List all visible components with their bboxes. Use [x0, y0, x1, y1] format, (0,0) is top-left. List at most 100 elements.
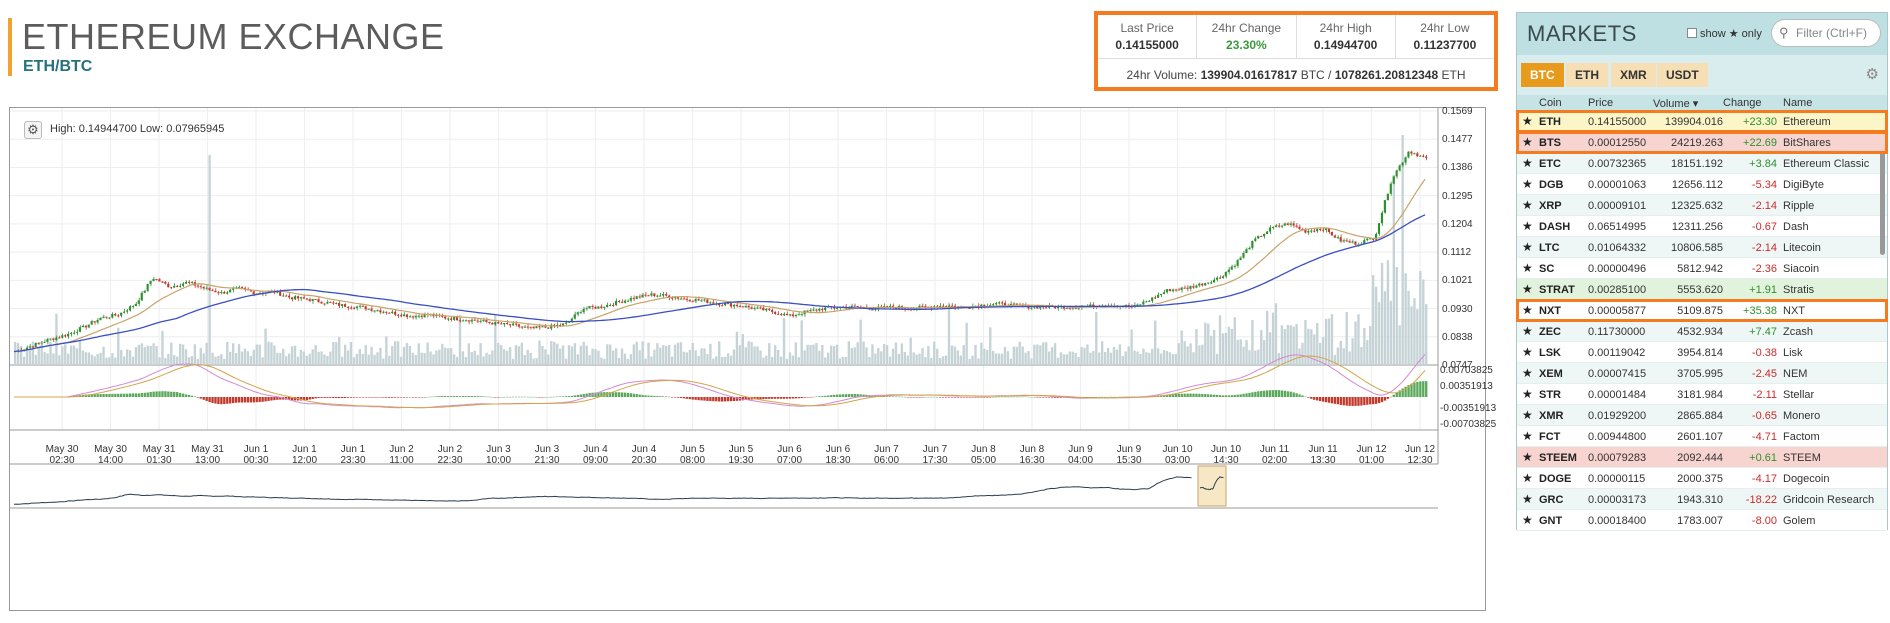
market-row-fct[interactable]: ★ FCT 0.00944800 2601.107 -4.71 Factom [1517, 426, 1887, 447]
candle-body [364, 306, 367, 310]
coin-change: -5.34 [1751, 179, 1777, 191]
star-icon[interactable]: ★ [1522, 345, 1533, 359]
market-row-steem[interactable]: ★ STEEM 0.00079283 2092.444 +0.61 STEEM [1517, 447, 1887, 468]
volume-bar [1274, 303, 1278, 365]
market-row-ltc[interactable]: ★ LTC 0.01064332 10806.585 -2.14 Litecoin [1517, 237, 1887, 258]
macd-histogram-bar [1215, 394, 1219, 397]
market-row-xem[interactable]: ★ XEM 0.00007415 3705.995 -2.45 NEM [1517, 363, 1887, 384]
volume-bar [261, 357, 264, 365]
candle-body [382, 311, 385, 313]
tab-usdt[interactable]: USDT [1657, 63, 1708, 87]
candle-body [821, 308, 824, 311]
market-row-xrp[interactable]: ★ XRP 0.00009101 12325.632 -2.14 Ripple [1517, 195, 1887, 216]
star-icon[interactable]: ★ [1522, 261, 1533, 275]
macd-histogram-bar [287, 397, 291, 400]
macd-histogram-bar [715, 397, 718, 402]
market-row-dgb[interactable]: ★ DGB 0.00001063 12656.112 -5.34 DigiByte [1517, 174, 1887, 195]
star-icon[interactable]: ★ [1522, 513, 1533, 527]
market-row-zec[interactable]: ★ ZEC 0.11730000 4532.934 +7.47 Zcash [1517, 321, 1887, 342]
market-row-strat[interactable]: ★ STRAT 0.00285100 5553.620 +1.91 Stratis [1517, 279, 1887, 300]
candle-body [1348, 241, 1351, 243]
star-icon[interactable]: ★ [1522, 492, 1533, 506]
candle-body [302, 297, 305, 299]
market-row-gnt[interactable]: ★ GNT 0.00018400 1783.007 -8.00 Golem [1517, 510, 1887, 531]
star-icon[interactable]: ★ [1522, 366, 1533, 380]
star-icon[interactable]: ★ [1522, 429, 1533, 443]
macd-histogram-bar [1009, 396, 1013, 398]
tab-btc[interactable]: BTC [1521, 63, 1564, 87]
star-icon[interactable]: ★ [1522, 135, 1533, 149]
market-row-bts[interactable]: ★ BTS 0.00012550 24219.263 +22.69 BitShares [1516, 131, 1888, 154]
candle-body [326, 301, 329, 304]
star-icon[interactable]: ★ [1522, 408, 1533, 422]
star-icon[interactable]: ★ [1522, 471, 1533, 485]
market-row-lsk[interactable]: ★ LSK 0.00119042 3954.814 -0.38 Lisk [1517, 342, 1887, 363]
volume-bar [1056, 357, 1060, 365]
candle-body [61, 335, 64, 338]
macd-histogram-bar [500, 396, 503, 398]
star-icon[interactable]: ★ [1522, 177, 1533, 191]
market-row-sc[interactable]: ★ SC 0.00000496 5812.942 -2.36 Siacoin [1517, 258, 1887, 279]
star-icon[interactable]: ★ [1522, 219, 1533, 233]
markets-scrollbar[interactable] [1880, 135, 1885, 255]
market-row-doge[interactable]: ★ DOGE 0.00000115 2000.375 -4.17 Dogecoin [1517, 468, 1887, 489]
macd-histogram-bar [1168, 394, 1172, 397]
market-row-str[interactable]: ★ STR 0.00001484 3181.984 -2.11 Stellar [1517, 384, 1887, 405]
candle-body [791, 314, 794, 317]
coin-symbol: ETC [1539, 158, 1561, 170]
star-icon[interactable]: ★ [1522, 282, 1533, 296]
macd-histogram-bar [682, 397, 686, 399]
star-icon[interactable]: ★ [1522, 387, 1533, 401]
star-icon[interactable]: ★ [1522, 303, 1533, 317]
price-chart[interactable]: ⚙ High: 0.14944700 Low: 0.07965945 0.156… [9, 106, 1496, 612]
macd-histogram-bar [514, 396, 518, 398]
markets-settings-gear-icon[interactable]: ⚙ [1865, 66, 1879, 83]
col-coin[interactable]: Coin [1539, 97, 1562, 109]
volume-bar [1316, 322, 1319, 365]
col-name[interactable]: Name [1783, 97, 1813, 109]
macd-histogram-bar [96, 394, 99, 397]
tab-eth[interactable]: ETH [1566, 63, 1608, 87]
market-row-etc[interactable]: ★ ETC 0.00732365 18151.192 +3.84 Ethereum Cla… [1517, 153, 1887, 174]
macd-histogram-bar [794, 397, 797, 399]
market-row-xmr[interactable]: ★ XMR 0.01929200 2865.884 -0.65 Monero [1517, 405, 1887, 426]
macd-histogram-bar [1398, 390, 1401, 397]
volume-bar [1422, 279, 1425, 365]
chart-canvas[interactable] [10, 108, 1487, 612]
star-icon[interactable]: ★ [1522, 198, 1533, 212]
candle-body [1280, 225, 1283, 227]
col-price[interactable]: Price [1588, 97, 1614, 109]
macd-histogram-bar [900, 396, 904, 398]
volume-bar [1298, 348, 1301, 365]
chart-settings-gear-icon[interactable]: ⚙ [24, 121, 42, 139]
candle-body [983, 304, 986, 307]
filter-input[interactable]: ⚲ Filter (Ctrl+F) [1771, 19, 1881, 47]
coin-name: Gridcoin Research [1783, 494, 1875, 506]
market-row-nxt[interactable]: ★ NXT 0.00005877 5109.875 +35.38 NXT [1516, 299, 1888, 322]
volume-bar [1221, 333, 1225, 365]
volume-bar [37, 346, 40, 365]
coin-name: Zcash [1783, 326, 1813, 338]
volume-bar [523, 355, 526, 365]
market-row-grc[interactable]: ★ GRC 0.00003173 1943.310 -18.22 Gridcoin Res… [1517, 489, 1887, 510]
volume-bar [1380, 262, 1384, 365]
volume-bar [1127, 346, 1130, 365]
star-icon[interactable]: ★ [1522, 114, 1533, 128]
col-change[interactable]: Change [1723, 97, 1762, 109]
volume-bar [670, 356, 674, 365]
star-icon[interactable]: ★ [1522, 240, 1533, 254]
candle-body [544, 326, 547, 328]
volume-bar [476, 354, 479, 365]
star-icon[interactable]: ★ [1522, 324, 1533, 338]
tab-xmr[interactable]: XMR [1611, 63, 1656, 87]
volume-bar [158, 357, 161, 365]
macd-histogram-bar [308, 397, 311, 400]
star-icon[interactable]: ★ [1522, 156, 1533, 170]
star-icon[interactable]: ★ [1522, 450, 1533, 464]
market-row-dash[interactable]: ★ DASH 0.06514995 12311.256 -0.67 Dash [1517, 216, 1887, 237]
checkbox-icon[interactable] [1687, 28, 1697, 38]
col-volume[interactable]: Volume ▾ [1653, 98, 1699, 110]
volume-bar [405, 343, 409, 365]
show-starred-toggle[interactable]: show ★ only [1687, 27, 1762, 40]
market-row-eth[interactable]: ★ ETH 0.14155000 139904.016 +23.30 Ethereum [1516, 110, 1888, 133]
